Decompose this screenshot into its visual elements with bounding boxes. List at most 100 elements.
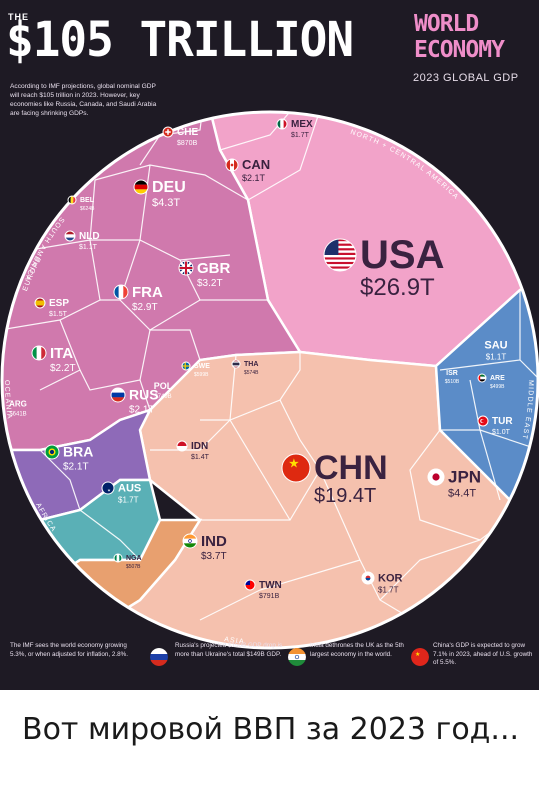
country-gdp-label: $4.3T [152,197,180,209]
country-code-label: ARE [490,375,505,382]
cell-border [79,329,151,391]
country-gdp-label: $574B [244,370,259,376]
country-ita: ITA$2.2T [50,345,76,374]
page-title: $105 TRILLION [6,10,354,68]
swe-flag-icon [181,361,191,371]
footnote-china: China's GDP is expected to grow 7.1% in … [433,642,533,666]
russia-flag-icon [150,648,168,666]
country-ind: IND$3.7T [201,533,227,562]
country-jpn: JPN$4.4T [448,467,481,499]
rus-flag-icon [110,387,126,403]
country-sau: SAU$1.1T [484,340,507,362]
country-bel: BEL $624B [80,197,95,212]
country-che: CHE $870B [177,127,198,147]
cell-border [29,239,91,251]
svg-text:★: ★ [415,651,420,658]
country-code-label: SAU [484,340,507,352]
chart-subtitle: 2023 GLOBAL GDP [413,72,519,84]
country-code-label: BEL [80,197,95,204]
country-deu: DEU$4.3T [152,179,186,209]
country-gdp-label: $749B [154,394,171,400]
country-gdp-label: $510B [445,379,460,385]
usa-flag-icon [323,238,357,272]
cell-border [409,429,481,541]
country-gdp-label: $4.4T [448,487,476,499]
cell-border [150,329,201,361]
tur-flag-icon [477,415,489,427]
country-gdp-label: $19.4T [314,485,376,507]
country-swe: SWE $599B [194,363,210,378]
country-code-label: POL [154,381,173,391]
tha-flag-icon [231,359,241,369]
are-flag-icon [477,373,487,383]
country-code-label: USA [360,233,444,277]
country-gdp-label: $870B [177,140,198,147]
country-code-label: TWN [259,580,282,591]
country-code-label: JPN [448,467,481,486]
country-gdp-label: $1.0T [492,429,511,436]
ita-flag-icon [31,345,47,361]
country-rus: RUS $2.1T [129,386,159,415]
country-code-label: MEX [291,119,313,130]
country-code-label: DEU [152,179,186,196]
title-world: WORLD [414,11,479,37]
country-kor: KOR$1.7T [378,573,403,595]
cell-border [219,112,301,151]
bra-flag-icon [44,444,60,460]
country-gdp-label: $1.7T [291,132,310,139]
country-code-label: IDN [191,441,208,452]
country-gdp-label: $507B [126,564,141,570]
region-label: OCEANIA [3,380,13,420]
fra-flag-icon [113,284,129,300]
twn-flag-icon [244,579,256,591]
deu-flag-icon [133,179,149,195]
post-caption: Вот мировой ВВП за 2023 год... [22,712,520,747]
country-gdp-label: $1.5T [49,311,68,318]
country-gdp-label: $2.1T [129,404,155,415]
india-flag-icon [288,648,306,666]
cell-border [479,429,501,501]
country-gbr: GBR$3.2T [197,260,231,289]
country-code-label: AUS [118,483,141,495]
title-prefix: THE [8,12,29,22]
cell-border [139,112,206,166]
country-gdp-label: $26.9T [360,274,435,301]
country-gdp-label: $1.1T [79,244,98,251]
country-fra: FRA$2.9T [132,284,163,313]
esp-flag-icon [34,297,46,309]
country-code-label: RUS [129,386,159,402]
intro-note: According to IMF projections, global nom… [10,83,157,117]
country-code-label: BRA [63,443,93,459]
country-gdp-label: $791B [259,593,280,600]
country-mex: MEX $1.7T [291,119,313,139]
country-nga: NGA $507B [126,555,142,570]
nld-flag-icon [64,230,76,242]
country-isr: ISR $510B [445,370,460,385]
che-flag-icon [162,126,174,138]
country-gdp-label: $2.9T [132,302,158,313]
country-code-label: CAN [242,157,270,172]
cell-border [139,379,151,411]
country-gdp-label: $1.1T [486,353,507,362]
footnote-russia: Russia's projected $150B GDP drop is mor… [175,642,283,658]
country-are: ARE $499B [490,375,505,390]
country-usa: USA$26.9T [360,233,444,301]
country-gdp-label: $624B [80,206,95,212]
country-gdp-label: $3.7T [201,551,227,562]
country-twn: TWN $791B [259,580,282,600]
bel-flag-icon [67,195,77,205]
aus-flag-icon: ★ [101,481,115,495]
country-code-label: KOR [378,573,403,585]
footnote-growth: The IMF sees the world economy growing 5… [10,642,128,658]
cell-border [229,419,291,521]
country-aus: AUS$1.7T [118,483,141,505]
country-code-label: ISR [446,370,458,377]
region-label: ASIA [224,636,245,646]
gdp-voronoi-chart: NORTH + CENTRAL AMERICAEUROPEASIAMIDDLE … [0,110,539,650]
country-can: CAN$2.1T [242,157,270,183]
gbr-flag-icon [178,260,194,276]
cell-border [199,559,361,621]
cell-border [179,259,268,301]
china-flag-icon: ★ [411,648,429,666]
country-code-label: ESP [49,298,69,309]
